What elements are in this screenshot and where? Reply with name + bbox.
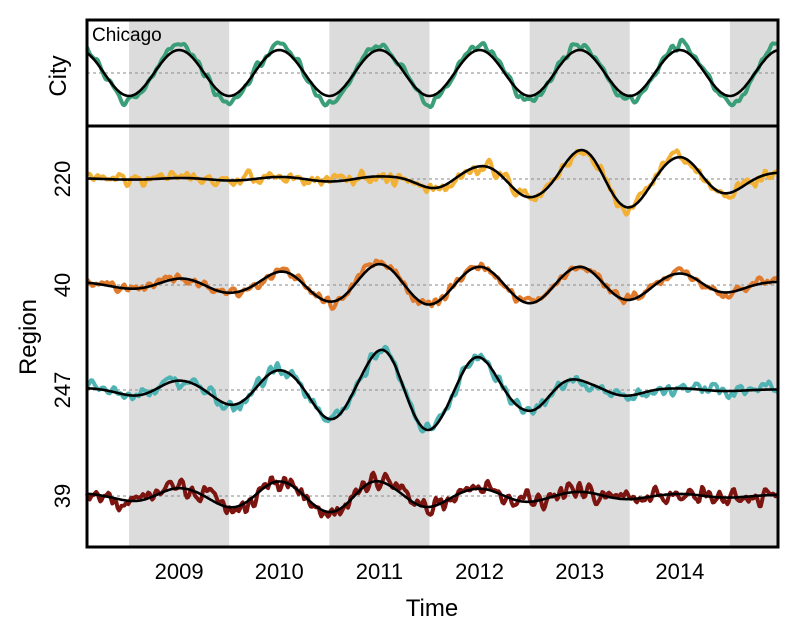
region-tick-label-220: 220: [50, 161, 75, 198]
city-shade-band-1: [329, 20, 430, 126]
x-tick-label-2012: 2012: [455, 559, 504, 584]
region-panel-frame: [85, 124, 780, 549]
x-tick-label-2010: 2010: [255, 559, 304, 584]
region-39-smooth-line: [86, 479, 778, 514]
x-tick-label-2013: 2013: [555, 559, 604, 584]
region-tick-label-39: 39: [50, 484, 75, 508]
x-tick-label-2011: 2011: [356, 559, 403, 584]
region-247-smooth-line: [86, 348, 778, 432]
x-tick-label-2014: 2014: [655, 559, 704, 584]
region-shade-band-0: [129, 126, 230, 547]
region-panel: [85, 124, 780, 549]
region-shade-band-3: [729, 126, 778, 547]
city-smooth-line: [86, 48, 779, 98]
region-220-smooth-line: [86, 148, 779, 209]
city-panel: [85, 18, 780, 128]
chicago-label: Chicago: [92, 25, 162, 46]
region-axis-title: Region: [15, 299, 42, 375]
x-axis-title: Time: [406, 595, 458, 622]
region-tick-label-40: 40: [50, 273, 75, 297]
x-tick-label-2009: 2009: [155, 559, 204, 584]
region-tick-labels: 220 40 247 39: [50, 161, 75, 509]
city-axis-title: City: [45, 55, 72, 96]
x-tick-labels: 2009 2010 2011 2012 2013 2014: [155, 559, 705, 584]
region-40-smooth-line: [86, 262, 778, 306]
region-shade-band-1: [329, 126, 430, 547]
region-tick-label-247: 247: [50, 372, 75, 409]
